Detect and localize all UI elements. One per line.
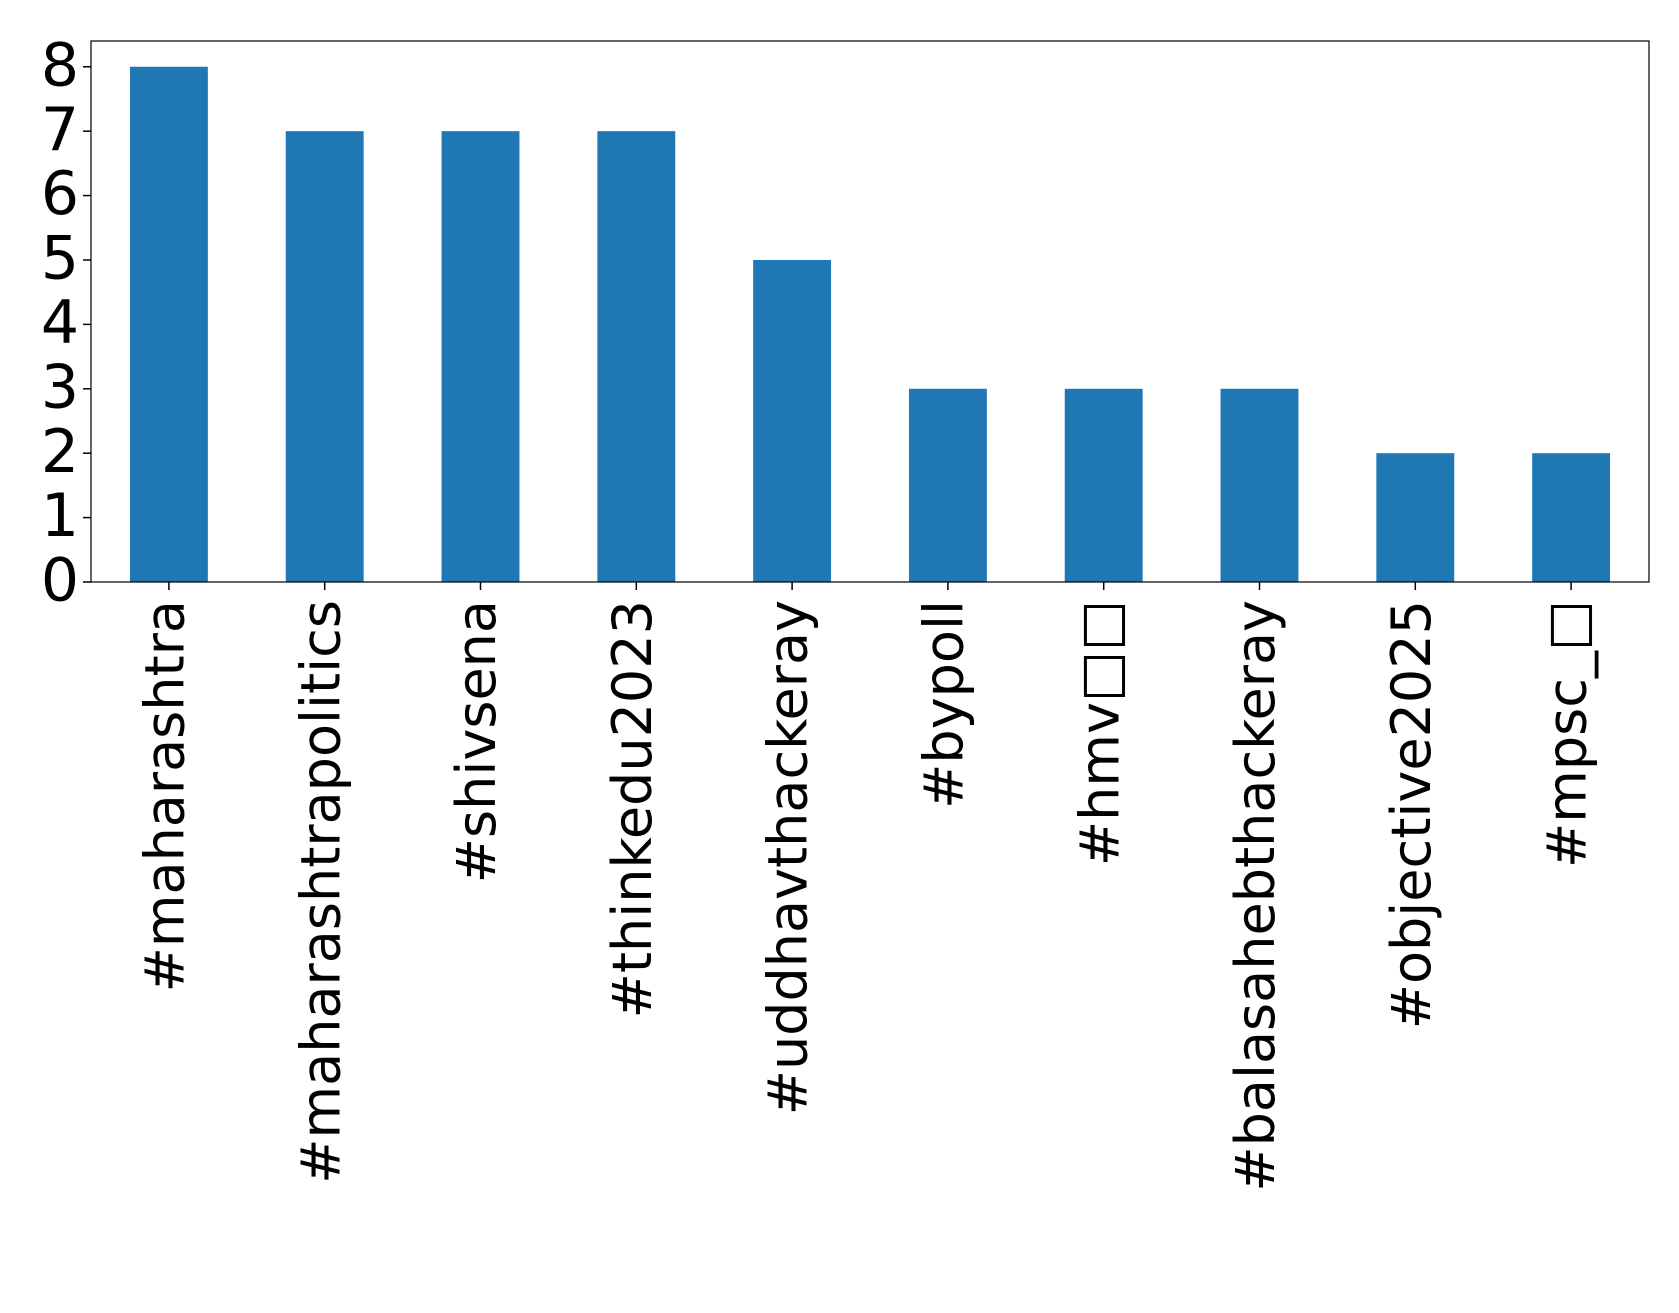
y-tick-label: 0 [41,546,79,616]
x-tick-label: #mpsc_□ [1536,600,1599,868]
y-tick-label: 1 [41,481,79,551]
x-tick-label: #shivsena [445,600,508,883]
bar [908,388,987,582]
x-tick-label: #maharashtra [134,600,197,992]
x-tick-label: #thinkedu2023 [601,600,664,1018]
bar [753,259,832,582]
y-tick-label: 8 [41,30,79,100]
y-tick-label: 4 [41,288,79,358]
bar [1064,388,1143,582]
y-tick-label: 6 [41,159,79,229]
y-tick-label: 3 [41,352,79,422]
plot-frame [90,40,1650,583]
y-tick-label: 2 [41,417,79,487]
bar [1532,453,1611,582]
x-tick-label: #bypoll [913,600,976,809]
bar [597,131,676,582]
y-tick-label: 5 [41,224,79,294]
bar [285,131,364,582]
bar [441,131,520,582]
bar [1220,388,1299,582]
x-tick-label: #maharashtrapolitics [289,600,352,1184]
y-tick-label: 7 [41,95,79,165]
x-tick-label: #hmv□□ [1068,600,1131,866]
x-tick-label: #balasahebthackeray [1224,600,1287,1192]
bar [1376,453,1455,582]
x-tick-label: #objective2025 [1380,600,1443,1029]
bar [129,66,208,582]
x-tick-label: #uddhavthackeray [757,600,820,1115]
